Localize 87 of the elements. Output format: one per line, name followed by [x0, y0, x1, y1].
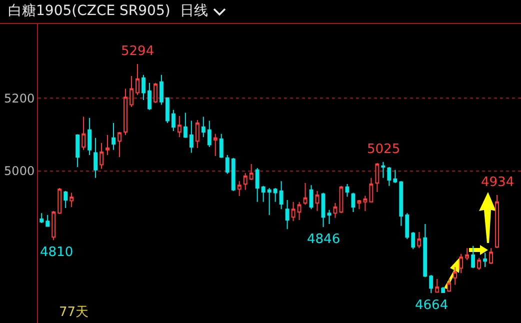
candlestick — [225, 154, 230, 174]
annotation: 77天 — [59, 305, 89, 320]
candlestick — [369, 177, 374, 202]
annotation: 5294 — [121, 44, 154, 59]
candlestick — [237, 180, 242, 197]
candlestick — [435, 278, 440, 293]
candlestick — [381, 161, 386, 178]
candlestick — [441, 286, 446, 294]
candlestick — [333, 202, 338, 218]
candlestick — [159, 74, 164, 106]
candlestick — [58, 188, 62, 214]
candlestick — [429, 274, 434, 294]
candlestick — [213, 133, 218, 157]
candlestick — [279, 180, 284, 210]
candlestick — [52, 210, 56, 241]
candlestick — [291, 201, 296, 222]
candlestick — [243, 172, 248, 190]
candlestick — [106, 134, 110, 156]
candlestick — [411, 232, 416, 250]
candlestick — [273, 188, 278, 202]
candlestick — [136, 64, 140, 96]
candlestick — [447, 278, 452, 292]
candlestick — [417, 232, 422, 249]
candlestick — [465, 248, 470, 261]
y-tick-label: 5000 — [4, 164, 35, 178]
candlestick — [351, 192, 356, 213]
chart-subtitle: 日线 — [180, 2, 208, 21]
candlestick — [471, 245, 476, 269]
candlestick — [82, 116, 86, 150]
candlestick — [249, 164, 254, 181]
candlestick — [88, 117, 92, 156]
candlestick — [112, 122, 116, 150]
candlestick — [315, 190, 320, 212]
candlestick — [459, 253, 464, 274]
candlestick — [489, 248, 494, 265]
candlestick — [189, 120, 194, 154]
candlestick — [100, 142, 104, 170]
candlestick — [207, 120, 212, 148]
candlestick — [64, 190, 68, 209]
candlestick — [255, 168, 260, 202]
candlestick — [309, 184, 314, 210]
candlestick — [399, 180, 404, 226]
annotation: 4810 — [40, 245, 74, 260]
candlestick — [423, 224, 428, 278]
candlestick — [345, 184, 350, 198]
candlestick — [171, 109, 176, 132]
annotation: 4664 — [415, 298, 448, 313]
candlestick — [183, 112, 188, 138]
candlestick — [94, 137, 98, 178]
candlestick — [130, 76, 134, 108]
candlestick — [405, 212, 410, 240]
candlestick — [118, 132, 122, 158]
candlestick — [40, 212, 44, 224]
candlestick — [387, 166, 392, 186]
candlestick — [267, 188, 272, 216]
candlestick — [363, 195, 368, 212]
candlestick — [357, 200, 362, 210]
candlestick — [483, 252, 488, 268]
candlestick — [142, 74, 146, 101]
candlestick — [327, 209, 332, 225]
chart-title: 白糖1905(CZCE SR905) — [8, 2, 170, 21]
candlestick — [453, 266, 458, 286]
annotation: 4846 — [307, 232, 340, 247]
candlestick — [297, 201, 302, 221]
candlestick — [147, 82, 152, 110]
candlestick — [124, 88, 128, 136]
candlestick — [76, 134, 80, 168]
candlestick — [393, 169, 398, 184]
candlestick — [303, 182, 308, 206]
candlestick — [177, 116, 182, 138]
candlestick — [165, 97, 170, 124]
annotation: 5025 — [367, 142, 400, 157]
candlestick — [70, 192, 74, 208]
candlestick — [375, 162, 380, 193]
candlestick — [231, 157, 236, 192]
candlestick — [477, 257, 482, 270]
annotation: 4934 — [481, 175, 514, 190]
candlestick — [201, 116, 206, 138]
candlestick — [285, 200, 290, 230]
candlestick — [219, 133, 224, 158]
candlestick — [195, 120, 200, 149]
candlestick — [46, 214, 50, 227]
y-tick-label: 5200 — [4, 91, 35, 106]
candlestick — [321, 192, 326, 228]
candlestick — [153, 82, 158, 104]
candlestick — [261, 185, 266, 202]
candlestick — [495, 194, 499, 249]
